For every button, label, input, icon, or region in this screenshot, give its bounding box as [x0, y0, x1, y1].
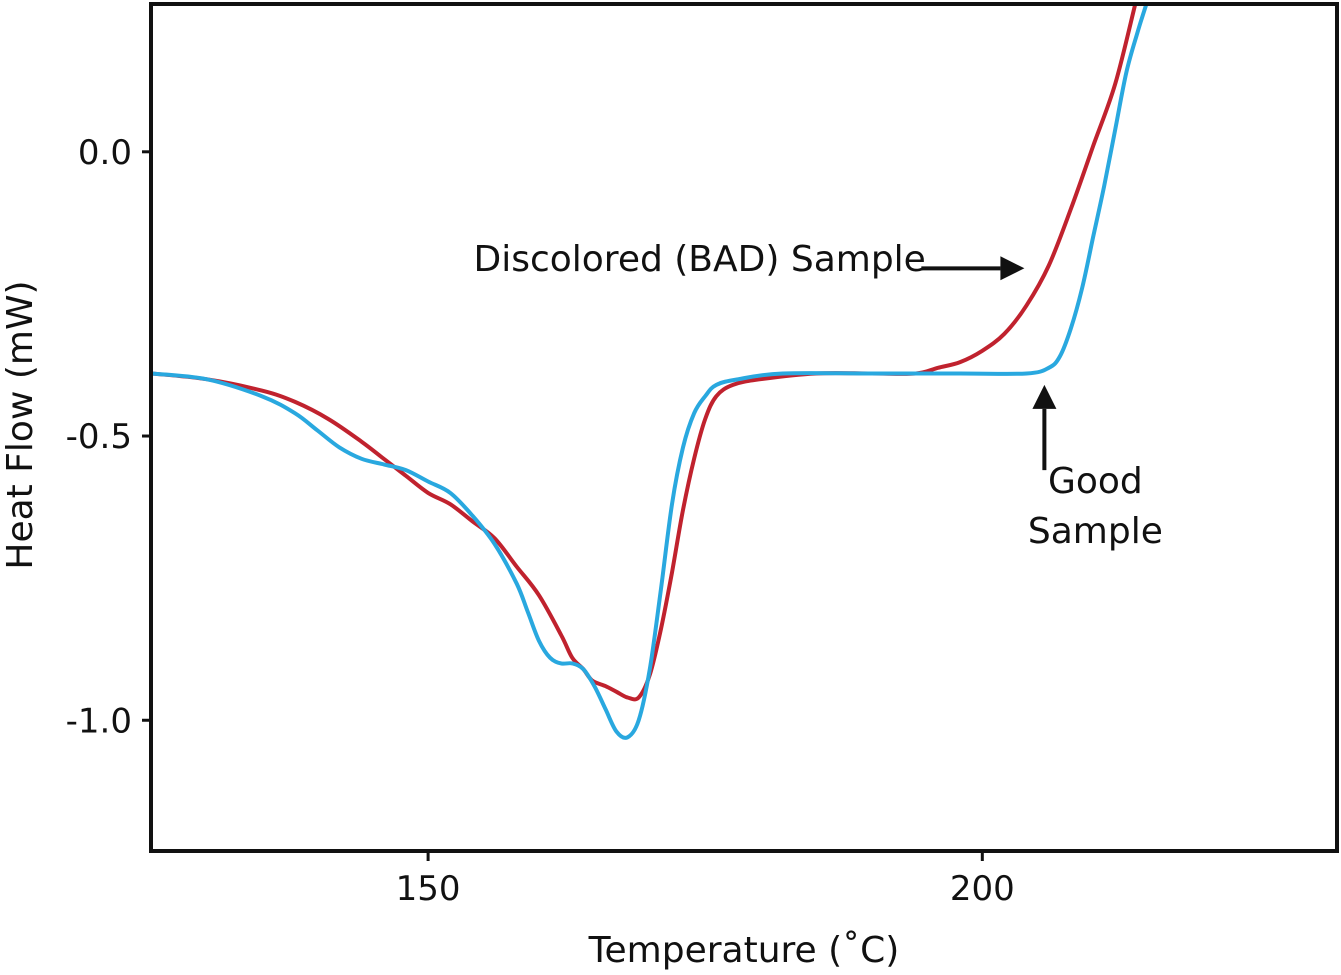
axes: 150 200 0.0 -0.5 -1.0	[66, 2, 1339, 909]
plot-frame	[149, 2, 1339, 853]
x-axis-title: Temperature (˚C)	[588, 930, 900, 971]
good-sample-label-line-0: Good	[1048, 461, 1143, 502]
bad-sample-label: Discolored (BAD) Sample	[473, 239, 925, 280]
good-sample-label: Good Sample	[1028, 461, 1163, 552]
curves	[151, 4, 1149, 740]
series-line-good	[151, 4, 1149, 740]
good-sample-label-arrow-head	[1032, 384, 1057, 409]
y-tick-label-1: -0.5	[66, 417, 132, 457]
series-line-bad	[151, 4, 1138, 702]
y-tick-label-2: -1.0	[66, 701, 132, 741]
bad-sample-label-line-0: Discolored (BAD) Sample	[473, 239, 925, 280]
y-axis-title: Heat Flow (mW)	[0, 280, 41, 569]
x-tick-label-200: 200	[950, 869, 1015, 909]
annotations: Discolored (BAD) Sample Good Sample	[473, 239, 1162, 552]
y-tick-label-0: 0.0	[78, 133, 132, 173]
x-tick-label-150: 150	[396, 869, 461, 909]
good-sample-label-line-1: Sample	[1028, 511, 1163, 552]
bad-sample-label-arrow-head	[1000, 256, 1025, 281]
